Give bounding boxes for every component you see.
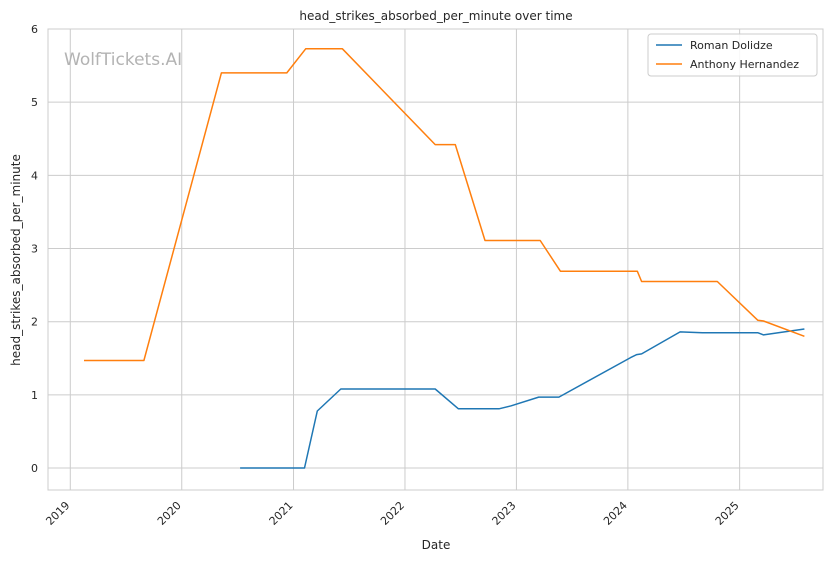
y-tick-label: 5 [31,96,38,109]
x-tick-label: 2024 [601,499,630,528]
x-tick-label: 2025 [713,499,742,528]
series-line-anthony-hernandez [84,48,805,362]
chart-title: head_strikes_absorbed_per_minute over ti… [299,9,572,23]
series-layer [84,48,805,469]
y-tick-label: 3 [31,243,38,256]
legend-label-anthony-hernandez: Anthony Hernandez [690,58,799,71]
x-tick-label: 2020 [155,499,184,528]
x-tick-label: 2019 [43,499,72,528]
legend: Roman Dolidze Anthony Hernandez [647,33,818,77]
y-tick-label: 6 [31,23,38,36]
x-tick-label: 2021 [267,499,296,528]
legend-box [647,33,818,77]
x-tick-label: 2022 [378,499,407,528]
grid [48,28,823,490]
y-tick-label: 1 [31,389,38,402]
y-tick-label: 0 [31,462,38,475]
x-axis-ticks: 2019 2020 2021 2022 2023 2024 2025 [43,499,741,528]
x-tick-label: 2023 [490,499,519,528]
y-tick-label: 2 [31,316,38,329]
legend-label-roman-dolidze: Roman Dolidze [690,39,773,52]
watermark: WolfTickets.AI [64,50,182,70]
y-tick-label: 4 [31,169,38,182]
series-line-roman-dolidze [240,328,805,469]
x-axis-label: Date [422,538,451,552]
y-axis-ticks: 0 1 2 3 4 5 6 [31,23,38,475]
plot-frame [47,28,824,491]
y-axis-label: head_strikes_absorbed_per_minute [9,154,23,366]
